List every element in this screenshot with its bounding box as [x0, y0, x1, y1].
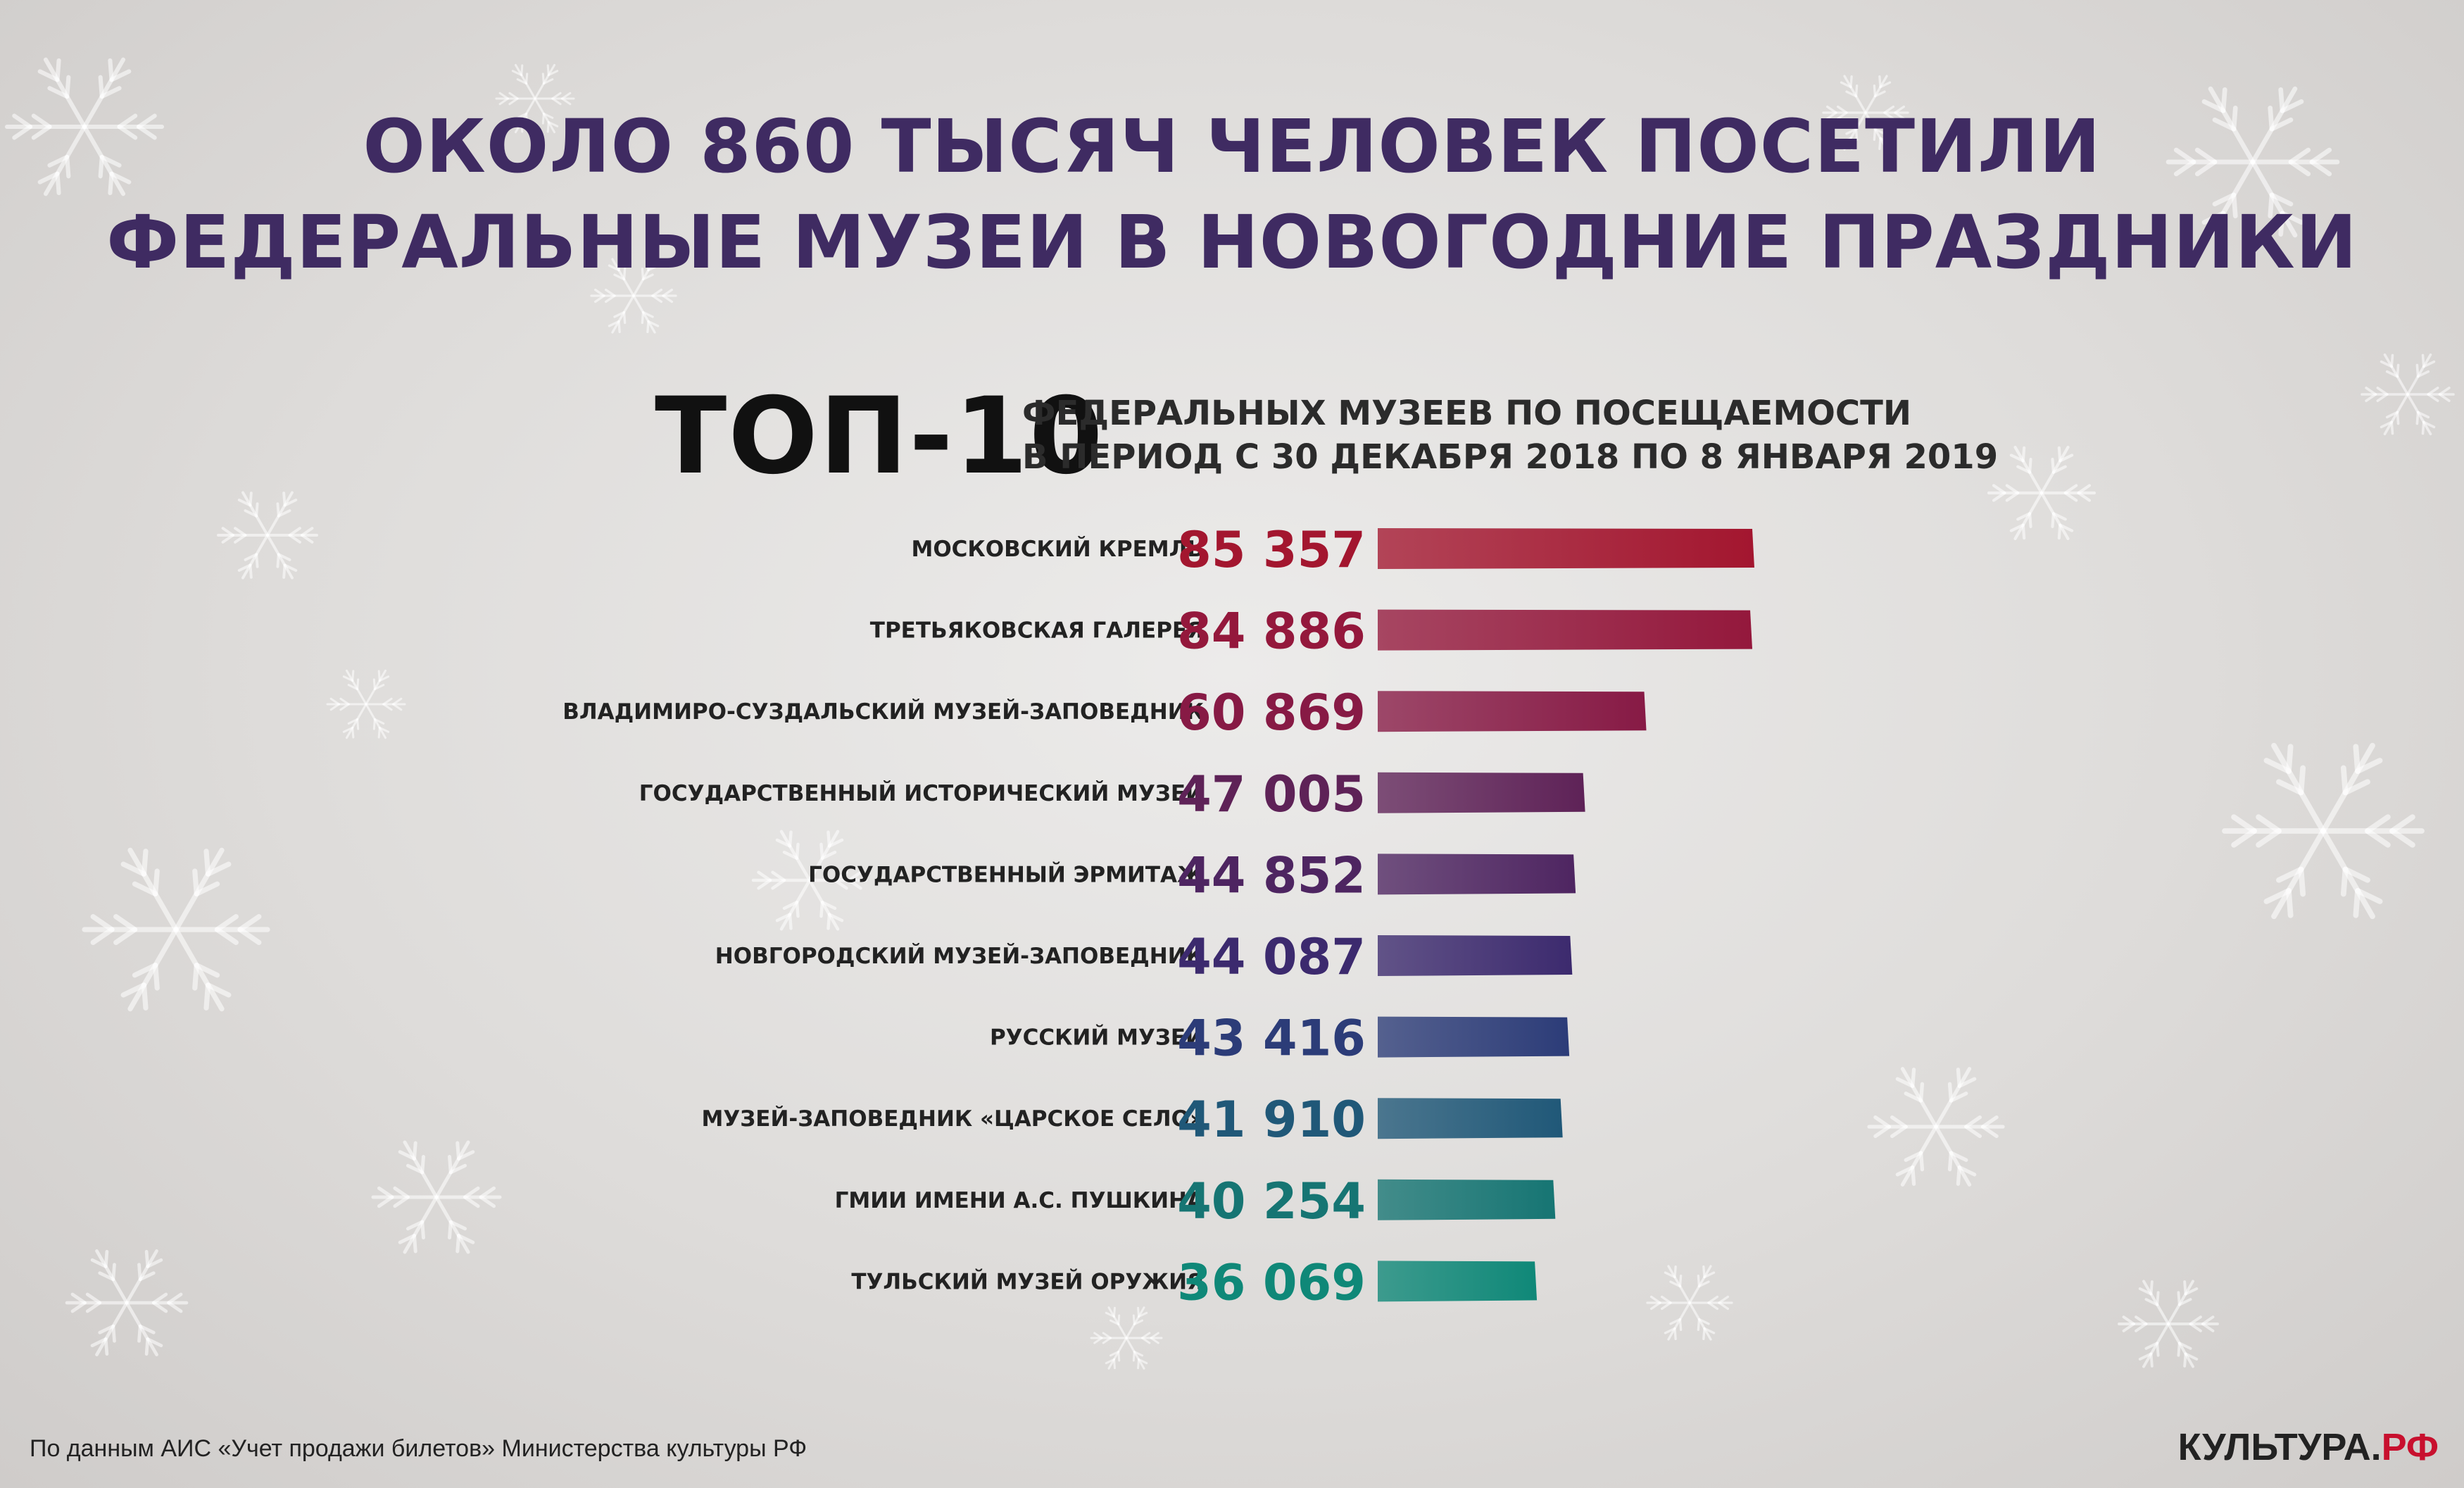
snowflake-icon: [1646, 1265, 1733, 1341]
bar: [1378, 935, 1573, 976]
category-label: МОСКОВСКИЙ КРЕМЛЬ: [911, 537, 1204, 562]
bar: [1378, 854, 1576, 895]
source-note: По данным АИС «Учет продажи билетов» Мин…: [30, 1435, 807, 1462]
snowflake-icon: [1867, 1067, 2005, 1187]
snowflake-icon: [326, 669, 406, 739]
value-label: 47 005: [1177, 765, 1366, 823]
bar: [1378, 1016, 1570, 1058]
headline-line-1: ОКОЛО 860 ТЫСЯЧ ЧЕЛОВЕК ПОСЕТИЛИ: [363, 104, 2101, 189]
snowflake-icon: [2166, 86, 2340, 238]
subtitle-line-1: ФЕДЕРАЛЬНЫХ МУЗЕЕВ ПО ПОСЕЩАЕМОСТИ: [1022, 394, 1912, 433]
value-label: 41 910: [1177, 1091, 1366, 1149]
snowflake-icon: [371, 1140, 502, 1254]
value-label: 44 087: [1177, 928, 1366, 986]
snowflake-icon: [2222, 742, 2425, 920]
category-label: ТУЛЬСКИЙ МУЗЕЙ ОРУЖИЯ: [851, 1269, 1204, 1294]
bar: [1378, 1179, 1556, 1220]
snowflake-icon: [751, 830, 868, 931]
category-label: ГОСУДАРСТВЕННЫЙ ЭРМИТАЖ: [808, 862, 1204, 887]
snowflake-icon: [1090, 1306, 1163, 1370]
snowflake-icon: [82, 847, 270, 1012]
brand-name: КУЛЬТУРА.: [2177, 1426, 2382, 1468]
category-label: ВЛАДИМИРО-СУЗДАЛЬСКИЙ МУЗЕЙ-ЗАПОВЕДНИК: [562, 699, 1204, 725]
category-label: ТРЕТЬЯКОВСКАЯ ГАЛЕРЕЯ: [870, 618, 1204, 644]
snowflake-icon: [4, 57, 165, 196]
category-label: МУЗЕЙ-ЗАПОВЕДНИК «ЦАРСКОЕ СЕЛО»: [702, 1106, 1204, 1132]
value-label: 44 852: [1177, 846, 1366, 904]
category-label: ГОСУДАРСТВЕННЫЙ ИСТОРИЧЕСКИЙ МУЗЕЙ: [639, 781, 1204, 806]
bar: [1378, 691, 1647, 732]
headline-line-2: ФЕДЕРАЛЬНЫЕ МУЗЕИ В НОВОГОДНИЕ ПРАЗДНИКИ: [106, 199, 2358, 285]
brand-tld: РФ: [2381, 1426, 2439, 1468]
value-label: 40 254: [1177, 1173, 1366, 1230]
bar: [1378, 528, 1754, 569]
value-label: 36 069: [1177, 1253, 1366, 1311]
top-10-label: ТОП-10: [655, 375, 1105, 498]
snowflake-icon: [1822, 75, 1909, 151]
value-label: 60 869: [1177, 684, 1366, 742]
brand-logo[interactable]: КУЛЬТУРА.РФ: [2178, 1425, 2439, 1469]
snowflake-icon: [2361, 353, 2455, 436]
subtitle-line-2: В ПЕРИОД С 30 ДЕКАБРЯ 2018 ПО 8 ЯНВАРЯ 2…: [1022, 437, 1999, 477]
category-label: НОВГОРОДСКИЙ МУЗЕЙ-ЗАПОВЕДНИК: [715, 944, 1204, 969]
chart-subtitle: ФЕДЕРАЛЬНЫХ МУЗЕЕВ ПО ПОСЕЩАЕМОСТИ В ПЕР…: [1022, 392, 1998, 479]
bar: [1378, 1261, 1538, 1302]
value-label: 43 416: [1177, 1010, 1366, 1068]
snowflake-icon: [217, 491, 318, 580]
snowflake-icon: [65, 1249, 189, 1356]
bar: [1378, 772, 1585, 813]
category-label: ГМИИ ИМЕНИ А.С. ПУШКИНА: [835, 1188, 1204, 1213]
snowflake-icon: [590, 258, 677, 334]
bar: [1378, 1098, 1563, 1139]
category-label: РУССКИЙ МУЗЕЙ: [990, 1025, 1204, 1051]
bar: [1378, 609, 1753, 651]
value-label: 85 357: [1177, 521, 1366, 579]
snowflake-icon: [495, 63, 575, 134]
headline: ОКОЛО 860 ТЫСЯЧ ЧЕЛОВЕК ПОСЕТИЛИ ФЕДЕРАЛ…: [0, 99, 2464, 290]
snowflake-icon: [1987, 445, 2097, 541]
snowflake-icon: [2118, 1280, 2219, 1368]
value-label: 84 886: [1177, 603, 1366, 661]
